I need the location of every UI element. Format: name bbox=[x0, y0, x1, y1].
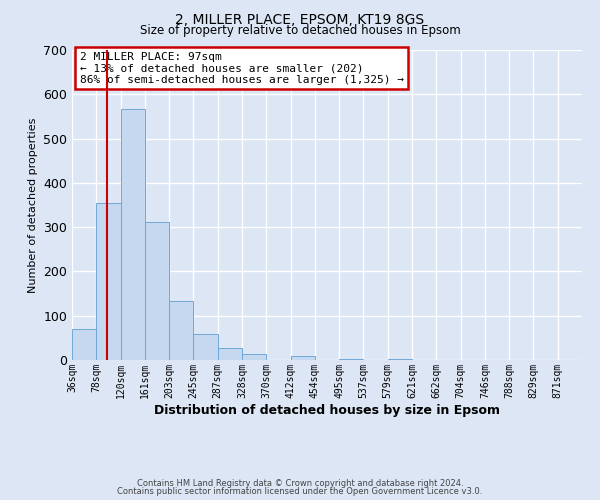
Bar bbox=[290, 356, 315, 360]
Text: 2, MILLER PLACE, EPSOM, KT19 8GS: 2, MILLER PLACE, EPSOM, KT19 8GS bbox=[175, 12, 425, 26]
Bar bbox=[388, 358, 412, 360]
Bar bbox=[96, 203, 121, 360]
Bar bbox=[169, 301, 193, 360]
Bar bbox=[121, 109, 145, 360]
X-axis label: Distribution of detached houses by size in Epsom: Distribution of detached houses by size … bbox=[154, 404, 500, 416]
Bar bbox=[218, 348, 242, 360]
Bar bbox=[72, 329, 96, 360]
Text: Contains HM Land Registry data © Crown copyright and database right 2024.: Contains HM Land Registry data © Crown c… bbox=[137, 478, 463, 488]
Text: Size of property relative to detached houses in Epsom: Size of property relative to detached ho… bbox=[140, 24, 460, 37]
Bar bbox=[193, 334, 218, 360]
Bar bbox=[145, 222, 169, 360]
Bar bbox=[242, 354, 266, 360]
Bar bbox=[339, 358, 364, 360]
Text: Contains public sector information licensed under the Open Government Licence v3: Contains public sector information licen… bbox=[118, 487, 482, 496]
Text: 2 MILLER PLACE: 97sqm
← 13% of detached houses are smaller (202)
86% of semi-det: 2 MILLER PLACE: 97sqm ← 13% of detached … bbox=[80, 52, 404, 84]
Y-axis label: Number of detached properties: Number of detached properties bbox=[28, 118, 38, 292]
